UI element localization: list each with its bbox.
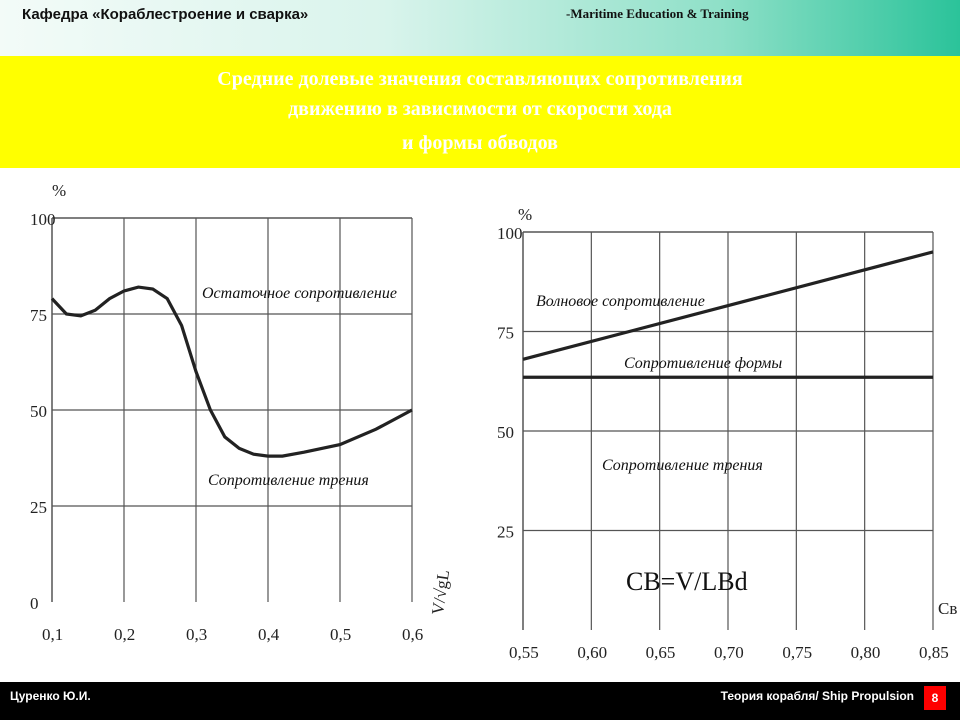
left-boundary-curve (50, 285, 413, 458)
right-annotation-form: Сопротивление формы (624, 355, 782, 372)
chart-left: 0,1 0,2 0,3 0,4 0,5 0,6 0 25 50 75 100 % V/√gL Ост… (30, 181, 453, 644)
left-annotation-friction: Сопротивление трения (208, 472, 369, 489)
title-banner: Средние долевые значения составляющих со… (0, 56, 960, 168)
slide-header: Кафедра «Кораблестроение и сварка» -Mari… (0, 0, 960, 56)
right-x-tick-label: 0,55 (509, 643, 539, 662)
right-x-axis-label: Cв (938, 599, 957, 618)
right-y-tick-label: 100 (497, 224, 523, 243)
left-x-tick-label: 0,5 (330, 625, 351, 644)
left-x-tick-label: 0,4 (258, 625, 280, 644)
right-x-tick-label: 0,60 (577, 643, 607, 662)
left-y-tick-label: 0 (30, 594, 39, 613)
left-x-tick-label: 0,2 (114, 625, 135, 644)
right-x-tick-label: 0,70 (714, 643, 744, 662)
left-y-unit-label: % (52, 181, 66, 200)
slide-footer: Цуренко Ю.И. Теория корабля/ Ship Propul… (0, 682, 960, 720)
right-y-tick-label: 50 (497, 423, 514, 442)
right-annotation-friction: Сопротивление трения (602, 457, 763, 474)
department-name: Кафедра «Кораблестроение и сварка» (22, 6, 309, 23)
right-x-tick-label: 0,80 (851, 643, 881, 662)
right-y-tick-label: 75 (497, 324, 514, 343)
right-y-unit-label: % (518, 205, 532, 224)
left-x-tick-label: 0,3 (186, 625, 207, 644)
author-name: Цуренко Ю.И. (10, 689, 91, 703)
block-coefficient-formula: CB=V/LBd (626, 567, 748, 596)
left-y-tick-label: 25 (30, 498, 47, 517)
left-y-tick-label: 100 (30, 210, 56, 229)
left-x-tick-label: 0,1 (42, 625, 63, 644)
title-line-2: движению в зависимости от скорости хода (288, 98, 672, 120)
left-x-axis-label: V/√gL (428, 569, 453, 616)
course-name: Теория корабля/ Ship Propulsion (720, 689, 914, 703)
right-upper-line (522, 250, 934, 361)
title-line-3: и формы обводов (402, 132, 558, 154)
left-y-tick-label: 50 (30, 402, 47, 421)
page-number-badge: 8 (924, 686, 946, 710)
right-x-tick-label: 0,85 (919, 643, 949, 662)
right-y-tick-label: 25 (497, 523, 514, 542)
left-annotation-residual: Остаточное сопротивление (202, 285, 397, 302)
organization-name: -Maritime Education & Training (566, 6, 749, 21)
left-x-tick-label: 0,6 (402, 625, 423, 644)
title-line-1: Средние долевые значения составляющих со… (217, 68, 743, 90)
right-x-tick-label: 0,65 (646, 643, 676, 662)
left-y-tick-label: 75 (30, 306, 47, 325)
right-x-tick-label: 0,75 (782, 643, 812, 662)
right-annotation-wave: Волновое сопротивление (536, 293, 705, 310)
